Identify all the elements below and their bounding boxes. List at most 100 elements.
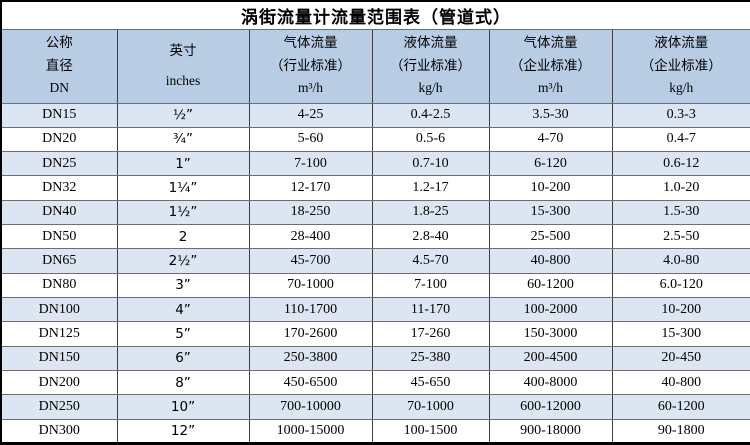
table-cell-dn: DN250 — [0, 394, 118, 420]
table-cell-inches: 2 — [116, 224, 250, 250]
table-cell-gas-industry: 5-60 — [248, 126, 373, 153]
table-row: DN15 ½” 4-25 0.4-2.5 3.5-30 0.3-3 — [0, 102, 750, 128]
table-cell-dn: DN300 — [0, 418, 118, 445]
column-header-lines: 液体流量 （行业标准） kg/h — [375, 30, 487, 102]
table-row: DN32 1¼” 12-170 1.2-17 10-200 1.0-20 — [0, 175, 750, 201]
column-header-line: inches — [165, 72, 201, 88]
table-cell-gas-industry: 70-1000 — [248, 272, 373, 299]
column-header-line: （行业标准） — [390, 57, 471, 73]
table-cell-liquid-industry: 2.8-40 — [371, 224, 490, 250]
table-row: DN65 2½” 45-700 4.5-70 40-800 4.0-80 — [0, 248, 750, 274]
table-cell-gas-industry: 7-100 — [248, 151, 373, 177]
header-row: 公称 直径 DN 英寸 inches 气体流量 （行业标准） m³/h 液体流量 （行业标准） kg… — [0, 28, 750, 104]
table-cell-liquid-industry: 7-100 — [371, 272, 490, 299]
column-header-line: 气体流量 — [523, 34, 578, 50]
table-row: DN150 6” 250-3800 25-380 200-4500 20-450 — [0, 345, 750, 371]
table-cell-inches: 6” — [116, 345, 250, 371]
table-cell-gas-industry: 45-700 — [248, 248, 373, 274]
table-cell-gas-enterprise: 4-70 — [488, 126, 613, 153]
table-cell-gas-enterprise: 10-200 — [488, 175, 613, 201]
column-header-line: 液体流量 — [403, 34, 458, 50]
column-header-line: （企业标准） — [640, 57, 722, 73]
table-cell-gas-industry: 170-2600 — [248, 321, 373, 347]
column-header-liquid-enterprise: 液体流量 （企业标准） kg/h — [611, 28, 750, 104]
table-cell-inches: 10” — [116, 394, 250, 420]
table-cell-gas-enterprise: 100-2000 — [488, 296, 613, 323]
column-header-inches: 英寸 inches — [116, 28, 250, 104]
table-cell-liquid-industry: 70-1000 — [371, 394, 490, 420]
table-cell-liquid-enterprise: 6.0-120 — [611, 272, 750, 299]
column-header-dn: 公称 直径 DN — [0, 28, 118, 104]
table-cell-gas-enterprise: 15-300 — [488, 199, 613, 226]
table-cell-dn: DN100 — [0, 296, 118, 323]
column-header-line: 气体流量 — [283, 34, 338, 50]
table-cell-dn: DN40 — [0, 199, 118, 226]
table-cell-gas-industry: 18-250 — [248, 199, 373, 226]
table-cell-gas-enterprise: 150-3000 — [488, 321, 613, 347]
table-cell-inches: 3” — [116, 272, 250, 299]
table-row: DN40 1½” 18-250 1.8-25 15-300 1.5-30 — [0, 199, 750, 226]
column-header-lines: 液体流量 （企业标准） kg/h — [615, 30, 749, 102]
table-cell-liquid-enterprise: 4.0-80 — [611, 248, 750, 274]
table-row: DN250 10” 700-10000 70-1000 600-12000 60-1200 — [0, 394, 750, 420]
table-cell-inches: 4” — [116, 296, 250, 323]
table-cell-dn: DN80 — [0, 272, 118, 299]
table-cell-inches: 5” — [116, 321, 250, 347]
table-cell-gas-enterprise: 6-120 — [488, 151, 613, 177]
table-cell-dn: DN32 — [0, 175, 118, 201]
column-header-liquid-industry: 液体流量 （行业标准） kg/h — [371, 28, 490, 104]
table-head: 涡街流量计流量范围表（管道式） 公称 直径 DN 英寸 inches 气体流量 （行业标准）… — [0, 0, 750, 104]
table-cell-gas-industry: 450-6500 — [248, 369, 373, 396]
table-row: DN25 1” 7-100 0.7-10 6-120 0.6-12 — [0, 151, 750, 177]
table-cell-liquid-enterprise: 0.3-3 — [611, 102, 750, 128]
table-cell-liquid-industry: 4.5-70 — [371, 248, 490, 274]
table-cell-liquid-industry: 25-380 — [371, 345, 490, 371]
table-cell-gas-enterprise: 3.5-30 — [488, 102, 613, 128]
table-cell-dn: DN20 — [0, 126, 118, 153]
table-cell-liquid-enterprise: 15-300 — [611, 321, 750, 347]
table-cell-liquid-enterprise: 1.5-30 — [611, 199, 750, 226]
table-row: DN80 3” 70-1000 7-100 60-1200 6.0-120 — [0, 272, 750, 299]
column-header-line: （企业标准） — [510, 57, 591, 73]
table-title: 涡街流量计流量范围表（管道式） — [0, 0, 750, 30]
table-body: DN15 ½” 4-25 0.4-2.5 3.5-30 0.3-3 DN20 ¾” 5-60 0.… — [0, 102, 750, 445]
table-cell-liquid-enterprise: 40-800 — [611, 369, 750, 396]
table-cell-dn: DN150 — [0, 345, 118, 371]
table-cell-inches: 1¼” — [116, 175, 250, 201]
column-header-line: m³/h — [537, 80, 564, 96]
table-cell-gas-industry: 1000-15000 — [248, 418, 373, 445]
table-cell-gas-industry: 12-170 — [248, 175, 373, 201]
table-cell-liquid-enterprise: 90-1800 — [611, 418, 750, 445]
table-cell-liquid-industry: 17-260 — [371, 321, 490, 347]
column-header-line: （行业标准） — [270, 57, 351, 73]
table-cell-dn: DN50 — [0, 224, 118, 250]
table-cell-inches: ¾” — [116, 126, 250, 153]
table-cell-dn: DN125 — [0, 321, 118, 347]
table-cell-liquid-industry: 45-650 — [371, 369, 490, 396]
table-cell-gas-enterprise: 200-4500 — [488, 345, 613, 371]
table-cell-liquid-industry: 1.8-25 — [371, 199, 490, 226]
table-cell-liquid-enterprise: 0.6-12 — [611, 151, 750, 177]
table-cell-gas-enterprise: 60-1200 — [488, 272, 613, 299]
table-cell-gas-industry: 250-3800 — [248, 345, 373, 371]
table-row: DN200 8” 450-6500 45-650 400-8000 40-800 — [0, 369, 750, 396]
table-cell-gas-industry: 110-1700 — [248, 296, 373, 323]
table-cell-liquid-industry: 0.4-2.5 — [371, 102, 490, 128]
column-header-line: 公称 — [45, 34, 73, 50]
title-row: 涡街流量计流量范围表（管道式） — [0, 0, 750, 30]
column-header-lines: 公称 直径 DN — [4, 30, 115, 102]
table-row: DN125 5” 170-2600 17-260 150-3000 15-300 — [0, 321, 750, 347]
table-cell-gas-industry: 700-10000 — [248, 394, 373, 420]
column-header-line: 液体流量 — [654, 34, 709, 50]
table-cell-inches: 1½” — [116, 199, 250, 226]
table-row: DN50 2 28-400 2.8-40 25-500 2.5-50 — [0, 224, 750, 250]
table-cell-liquid-enterprise: 2.5-50 — [611, 224, 750, 250]
table-cell-gas-enterprise: 400-8000 — [488, 369, 613, 396]
table-cell-inches: ½” — [116, 102, 250, 128]
table-cell-liquid-enterprise: 0.4-7 — [611, 126, 750, 153]
table-cell-gas-enterprise: 25-500 — [488, 224, 613, 250]
column-header-line: kg/h — [669, 80, 694, 96]
column-header-line: 直径 — [45, 57, 73, 73]
table-cell-dn: DN15 — [0, 102, 118, 128]
